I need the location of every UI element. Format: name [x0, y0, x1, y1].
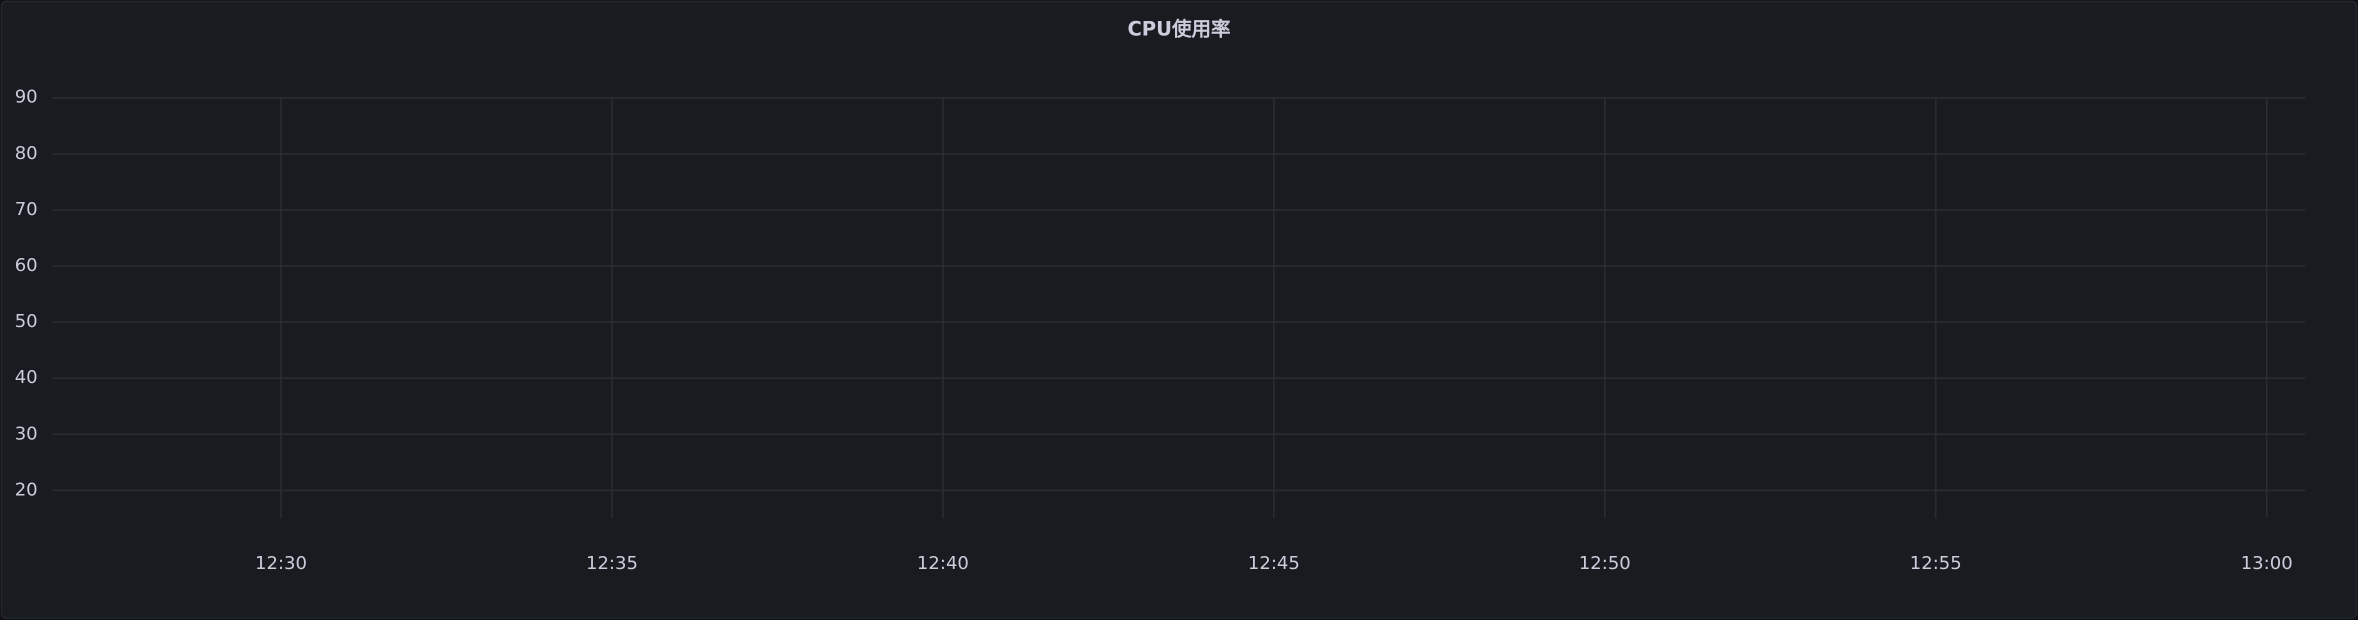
x-tick-label: 12:45 — [1248, 553, 1300, 574]
y-tick-label: 70 — [15, 199, 38, 220]
y-tick-label: 60 — [15, 255, 38, 276]
x-tick-label: 12:35 — [586, 553, 638, 574]
y-tick-label: 50 — [15, 311, 38, 332]
y-tick-label: 40 — [15, 367, 38, 388]
panel-title: CPU使用率 — [1127, 18, 1230, 41]
x-tick-label: 12:55 — [1910, 553, 1962, 574]
x-tick-label: 12:30 — [255, 553, 307, 574]
x-tick-label: 12:40 — [917, 553, 969, 574]
x-tick-label: 12:50 — [1579, 553, 1631, 574]
x-tick-label: 13:00 — [2241, 553, 2293, 574]
y-tick-label: 90 — [15, 87, 38, 108]
y-tick-label: 20 — [15, 479, 38, 500]
y-tick-label: 80 — [15, 143, 38, 164]
y-tick-label: 30 — [15, 423, 38, 444]
